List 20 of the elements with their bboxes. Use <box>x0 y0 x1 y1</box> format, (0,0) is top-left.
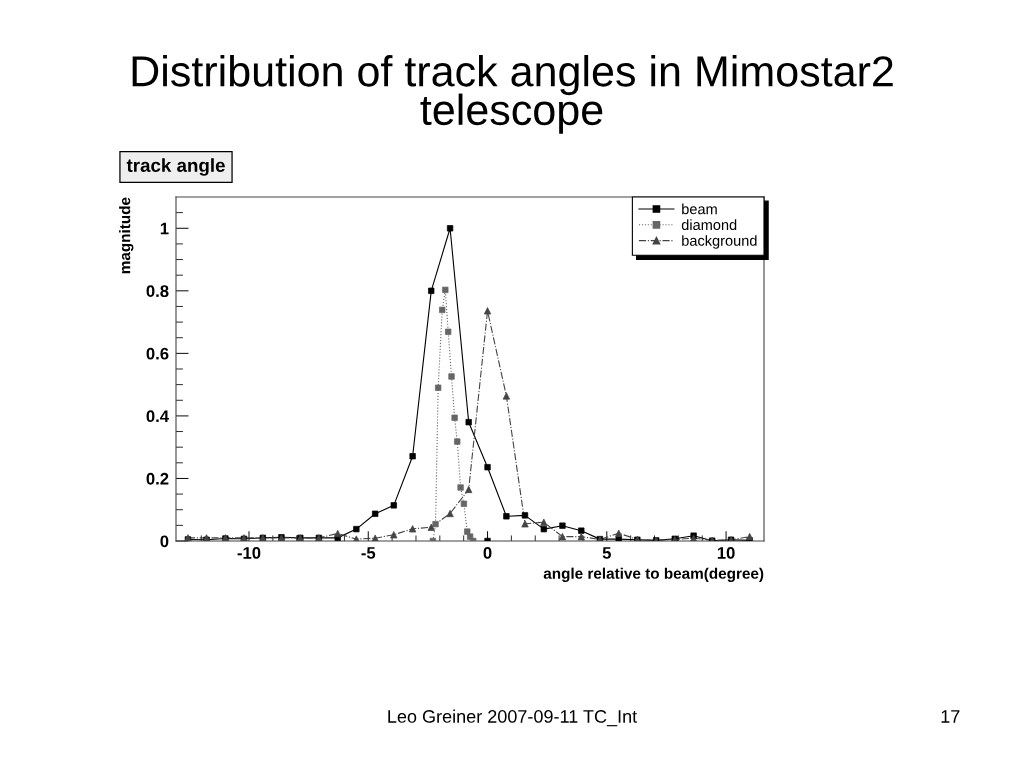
y-tick-label: 0.6 <box>146 347 169 360</box>
y-tick-label: 0 <box>160 535 169 548</box>
legend-label: beam <box>682 203 717 215</box>
legend-label: background <box>682 235 757 249</box>
x-tick-label: -5 <box>361 547 376 559</box>
chart-subtitle: track angle <box>126 158 225 176</box>
y-tick-label: 1 <box>160 222 169 235</box>
y-axis-title: magnitude <box>119 197 134 274</box>
legend-label: diamond <box>681 219 737 231</box>
y-tick-label: 0.2 <box>146 472 169 485</box>
x-tick-label: 5 <box>602 547 611 559</box>
x-axis-title: angle relative to beam(degree) <box>543 567 764 582</box>
x-tick-label: 0 <box>483 547 492 559</box>
chart-title: Distribution of track angles in Mimostar2 telescope <box>132 55 893 134</box>
text: 17 <box>941 710 960 723</box>
y-tick-label: 0.4 <box>146 410 169 423</box>
text: Leo Greiner 2007-09-11 TC_Int <box>388 709 638 727</box>
y-tick-label: 0.8 <box>146 285 169 298</box>
x-tick-label: 10 <box>717 547 735 559</box>
x-tick-label: -10 <box>237 547 261 559</box>
